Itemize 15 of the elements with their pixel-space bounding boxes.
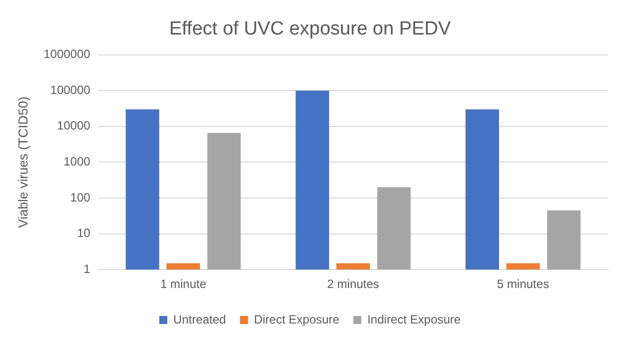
y-tick-label: 10000: [56, 118, 91, 133]
x-tick-label: 5 minutes: [497, 277, 550, 292]
legend-label: Direct Exposure: [254, 312, 340, 326]
chart-title: Effect of UVC exposure on PEDV: [169, 18, 452, 40]
x-tick-label: 1 minute: [160, 277, 207, 292]
y-tick-label: 10: [76, 226, 91, 240]
y-tick-label: 1000: [64, 154, 91, 169]
legend-label: Indirect Exposure: [367, 312, 462, 326]
y-tick-label: 1: [84, 262, 91, 276]
x-tick-label: 2 minutes: [327, 277, 380, 292]
legend-label: Untreated: [173, 312, 226, 326]
y-tick-label: 100000: [50, 82, 91, 97]
y-tick-label: 100: [70, 190, 91, 204]
y-axis-title: Viable virues (TCID50): [15, 96, 30, 228]
y-tick-label: 1000000: [44, 47, 91, 62]
